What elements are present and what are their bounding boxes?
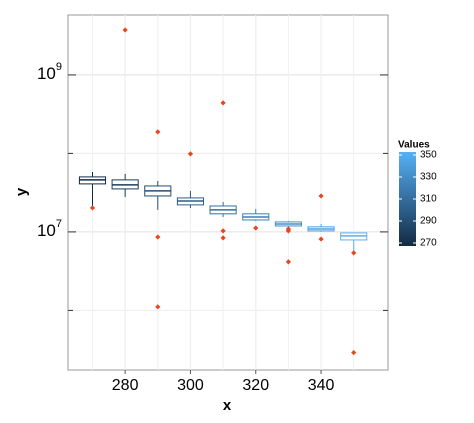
- legend-tick-label: 270: [420, 238, 437, 249]
- outlier: [220, 100, 226, 106]
- legend-title: Values: [398, 140, 430, 151]
- outlier: [351, 250, 357, 256]
- outlier: [155, 304, 161, 310]
- x-tick-label: 340: [308, 377, 335, 394]
- outlier: [220, 235, 226, 241]
- legend-tick-label: 310: [420, 194, 437, 205]
- y-tick-exponent: 7: [56, 218, 62, 230]
- x-axis-label: x: [223, 397, 232, 414]
- y-tick-label: 107: [37, 218, 62, 241]
- outlier: [220, 228, 226, 234]
- outlier: [285, 228, 292, 234]
- y-tick-label: 109: [37, 61, 62, 84]
- outlier: [155, 129, 161, 135]
- x-tick-label: 320: [242, 377, 269, 394]
- x-tick-label: 280: [112, 377, 139, 394]
- y-tick-base: 10: [37, 64, 56, 83]
- outlier: [253, 225, 259, 231]
- outlier: [318, 193, 324, 199]
- outlier: [285, 259, 292, 265]
- outlier: [187, 151, 194, 157]
- outlier: [351, 349, 357, 356]
- outlier: [155, 234, 161, 240]
- outlier: [89, 205, 96, 211]
- legend-tick-label: 350: [420, 150, 437, 161]
- y-axis-label: y: [13, 187, 30, 196]
- legend-colorbar: [399, 152, 416, 246]
- outlier: [318, 236, 324, 242]
- panel: [67, 14, 389, 371]
- legend-tick-label: 330: [420, 172, 437, 183]
- outlier: [122, 27, 128, 33]
- legend-tick-label: 290: [420, 216, 437, 227]
- x-tick-label: 300: [177, 377, 204, 394]
- y-tick-exponent: 9: [56, 61, 62, 73]
- y-tick-base: 10: [37, 221, 56, 240]
